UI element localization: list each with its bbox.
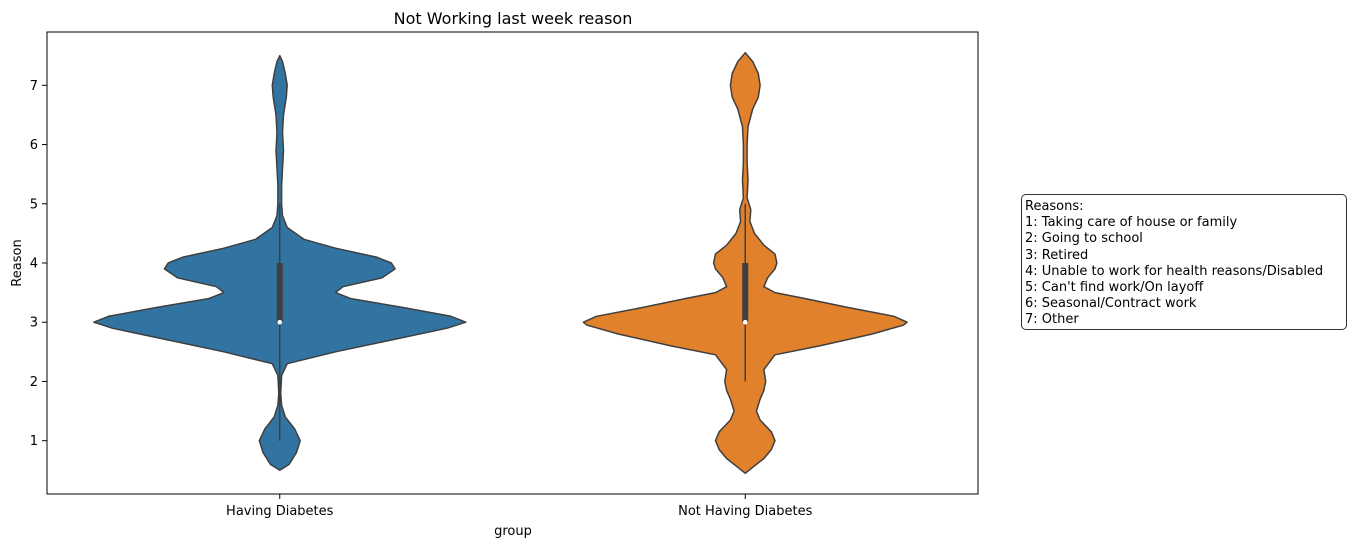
iqr-box — [276, 263, 283, 323]
y-tick-label: 3 — [30, 316, 38, 331]
legend-item-4: 4: Unable to work for health reasons/Dis… — [1025, 263, 1324, 279]
y-tick-label: 5 — [30, 197, 38, 212]
legend-item-3: 3: Retired — [1025, 247, 1089, 263]
x-axis-label: group — [494, 524, 532, 539]
chart-title: Not Working last week reason — [394, 9, 633, 28]
y-axis-label: Reason — [10, 239, 25, 286]
legend-item-7: 7: Other — [1025, 312, 1079, 328]
x-tick-label: Not Having Diabetes — [678, 504, 813, 519]
y-tick-label: 4 — [30, 257, 38, 272]
legend-item-2: 2: Going to school — [1025, 231, 1143, 247]
legend-item-5: 5: Can't find work/On layoff — [1025, 280, 1204, 296]
reasons-legend-box: Reasons: 1: Taking care of house or fami… — [1021, 194, 1347, 330]
x-tick-label: Having Diabetes — [226, 504, 334, 519]
legend-title: Reasons: — [1025, 199, 1084, 214]
legend-item-6: 6: Seasonal/Contract work — [1025, 296, 1197, 312]
iqr-box — [742, 263, 749, 323]
legend-item-1: 1: Taking care of house or family — [1025, 215, 1238, 231]
median-point — [277, 319, 283, 325]
y-tick-label: 2 — [30, 375, 38, 390]
median-point — [742, 319, 748, 325]
y-tick-label: 6 — [30, 138, 38, 153]
y-tick-label: 1 — [30, 434, 38, 449]
y-tick-label: 7 — [30, 79, 38, 94]
